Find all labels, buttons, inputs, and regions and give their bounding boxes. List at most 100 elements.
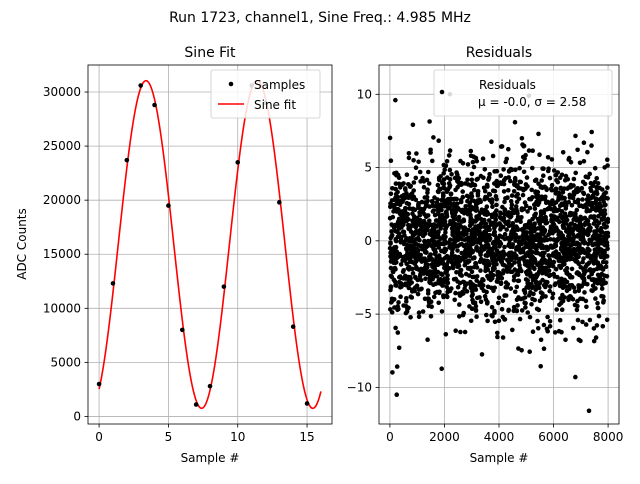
residual-point <box>575 298 580 304</box>
residual-point <box>581 191 587 197</box>
residual-point <box>485 284 491 290</box>
residual-point <box>477 280 482 286</box>
residual-point <box>415 249 421 254</box>
sample-point <box>96 381 102 387</box>
residual-point <box>397 202 403 207</box>
residual-point <box>429 304 435 310</box>
residual-point <box>536 269 542 275</box>
residual-point <box>458 329 463 335</box>
residual-point <box>530 165 535 171</box>
sample-point <box>290 324 296 329</box>
residual-point <box>427 218 432 223</box>
residual-point <box>415 291 421 297</box>
residual-point <box>458 267 464 273</box>
sample-point <box>235 160 241 165</box>
legend-residuals-label: Residuals <box>479 78 536 92</box>
residual-point <box>490 188 496 193</box>
residual-point <box>605 185 610 190</box>
residual-point <box>581 159 587 164</box>
residual-point <box>453 244 458 249</box>
residual-point <box>515 278 521 284</box>
residual-point <box>514 284 520 290</box>
residual-point <box>521 143 527 149</box>
residual-point <box>492 262 497 268</box>
residual-point <box>541 268 546 274</box>
residual-point <box>533 177 539 183</box>
residual-point <box>551 168 557 173</box>
residual-point <box>530 284 536 290</box>
residual-point <box>399 225 404 230</box>
residual-point <box>430 158 435 164</box>
residual-point <box>511 304 517 310</box>
residual-point <box>408 192 413 198</box>
residual-point <box>572 234 577 240</box>
residual-point <box>486 276 492 281</box>
residual-point <box>446 206 451 211</box>
residual-point <box>489 250 494 256</box>
residual-point <box>540 291 545 296</box>
residual-point <box>559 276 564 282</box>
residual-point <box>566 199 572 205</box>
residual-point <box>410 122 416 128</box>
residual-point <box>602 273 607 279</box>
residual-point <box>436 300 442 306</box>
residual-point <box>595 207 600 213</box>
residual-point <box>463 252 469 257</box>
residual-point <box>472 235 478 240</box>
residual-point <box>605 157 610 162</box>
residual-point <box>436 202 442 208</box>
residual-point <box>579 216 585 221</box>
residual-point <box>512 175 518 181</box>
residual-point <box>591 326 597 331</box>
residuals-xtick-label: 8000 <box>593 430 624 444</box>
residual-point <box>410 218 415 224</box>
residual-point <box>580 319 585 325</box>
residual-point <box>537 232 543 237</box>
residual-point <box>447 167 453 173</box>
residual-point <box>594 224 599 229</box>
residual-point <box>518 219 523 224</box>
residual-point <box>473 283 478 289</box>
residual-point <box>508 199 514 204</box>
residual-point <box>594 176 599 181</box>
residual-point <box>559 201 565 206</box>
residual-point <box>596 233 601 238</box>
residual-point <box>527 205 533 211</box>
residual-point <box>430 270 435 275</box>
residual-point <box>543 294 548 299</box>
residual-point <box>588 214 594 220</box>
residual-point <box>601 196 607 201</box>
residual-point <box>563 203 569 209</box>
residual-point <box>502 317 508 322</box>
residual-point <box>598 254 604 260</box>
residual-point <box>407 256 413 261</box>
residual-point <box>579 185 585 191</box>
residual-point <box>591 267 597 273</box>
residual-point <box>406 225 412 231</box>
residual-point <box>466 227 471 233</box>
residual-point <box>536 242 542 247</box>
residual-point <box>474 158 480 164</box>
residual-point <box>438 236 443 241</box>
residual-point <box>501 181 507 187</box>
sample-point <box>138 83 143 88</box>
sine-fit-xtick-label: 15 <box>299 430 314 444</box>
residual-point <box>449 286 454 291</box>
residual-point <box>439 257 445 262</box>
residual-point <box>523 270 529 275</box>
residual-point <box>511 274 517 279</box>
residual-point <box>549 187 555 193</box>
residual-point <box>454 270 459 275</box>
residual-point <box>444 269 450 275</box>
residual-point <box>592 165 598 171</box>
residuals-xtick-label: 4000 <box>484 430 515 444</box>
residual-point <box>543 279 548 285</box>
residual-point <box>421 184 427 190</box>
residual-point <box>492 308 497 314</box>
sine-fit-legend: Samples Sine fit <box>210 69 321 119</box>
residual-point <box>507 269 513 274</box>
residual-point <box>407 246 412 252</box>
residual-point <box>515 244 520 250</box>
residual-point <box>396 207 401 212</box>
